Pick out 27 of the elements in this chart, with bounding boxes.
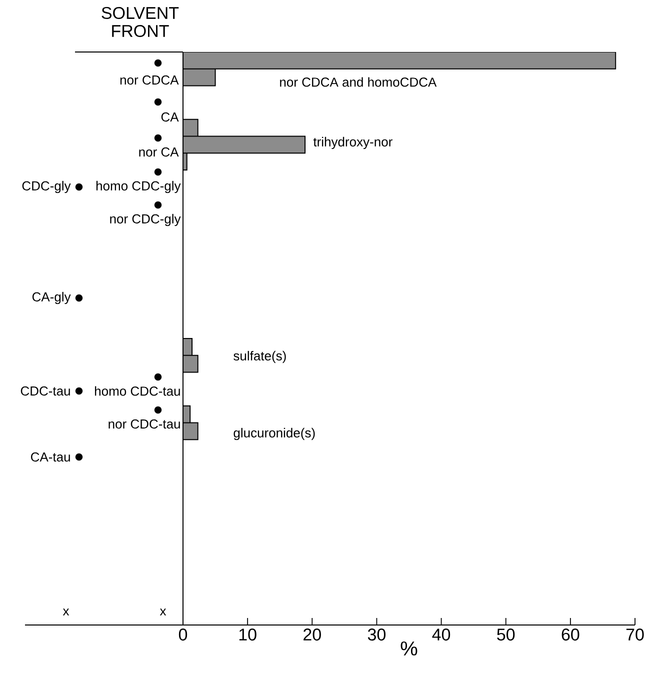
x-tick-label: 10 — [239, 628, 256, 641]
text: homo CDC-tau — [95, 386, 180, 396]
annotation: glucuronide(s) — [234, 428, 315, 440]
x-tick-label: 50 — [497, 628, 515, 641]
x-tick-label: 70 — [626, 628, 644, 641]
text: x — [160, 608, 166, 616]
annotation: nor CDCA and homoCDCA — [280, 77, 437, 87]
x-tick-label: 20 — [304, 628, 321, 641]
text: homo CDC-gly — [96, 180, 181, 194]
x-axis-title: % — [400, 641, 418, 656]
text: nor CDC-tau — [108, 419, 180, 429]
text: CA-tau — [31, 452, 70, 462]
text: nor CDCA — [120, 75, 179, 85]
x-tick-label: 30 — [368, 628, 386, 641]
x-tick-label: 0 — [178, 628, 188, 641]
text: CDC-tau — [20, 386, 70, 396]
annotation: trihydroxy-nor — [313, 136, 392, 150]
text: SOLVENT FRONT — [102, 6, 179, 38]
text: CA — [161, 112, 179, 122]
text: CA-gly — [32, 292, 71, 304]
text: x — [62, 608, 70, 616]
text: CDC-gly — [22, 180, 71, 194]
text: nor CDC-gly — [110, 214, 181, 226]
annotation: sulfate(s) — [234, 350, 286, 364]
x-tick-label: 40 — [432, 628, 450, 641]
text: nor CA — [139, 147, 179, 157]
x-tick-label: 60 — [562, 628, 580, 641]
